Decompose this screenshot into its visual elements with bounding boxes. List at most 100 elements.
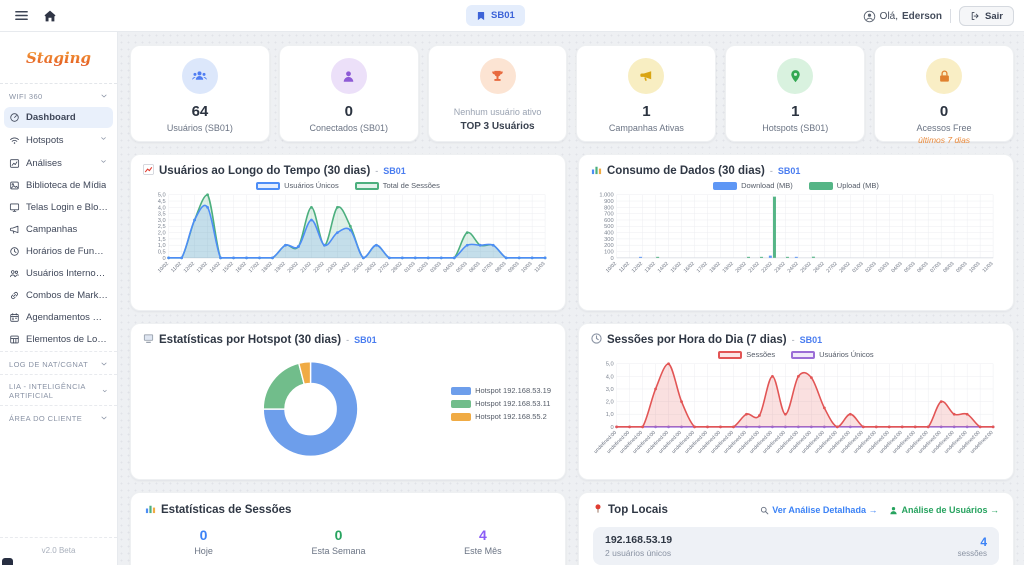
donut-chart: [262, 361, 359, 458]
svg-text:16/02: 16/02: [235, 261, 248, 274]
donut-legend: Hotspot 192.168.53.19 Hotspot 192.168.53.…: [451, 386, 551, 421]
legend-swatch: [256, 181, 281, 190]
legend-item[interactable]: Hotspot 192.168.53.11: [451, 399, 551, 408]
svg-text:23/02: 23/02: [326, 261, 339, 274]
legend-swatch: [451, 399, 472, 408]
sidebar-item-usu-rios-internos-eventos[interactable]: Usuários Internos / Eventos: [4, 263, 113, 284]
svg-text:12/02: 12/02: [631, 261, 644, 274]
legend-item[interactable]: Usuários Únicos: [791, 350, 874, 359]
sidebar-item-campanhas[interactable]: Campanhas: [4, 219, 113, 240]
svg-text:3,5: 3,5: [158, 212, 166, 218]
greeting-text: Olá,: [879, 10, 899, 22]
home-icon[interactable]: [43, 8, 58, 23]
sidebar-item-hor-rios-de-funcionamento[interactable]: Horários de Funcionamento: [4, 241, 113, 262]
svg-text:2,0: 2,0: [158, 231, 166, 237]
svg-text:02/03: 02/03: [416, 261, 429, 274]
chart-suffix[interactable]: SB01: [383, 166, 406, 176]
chart-suffix[interactable]: SB01: [354, 335, 377, 345]
svg-text:20/02: 20/02: [735, 261, 748, 274]
chart-title: Consumo de Dados (30 dias): [607, 165, 765, 177]
sidebar-item-biblioteca-de-m-dia[interactable]: Biblioteca de Mídia: [4, 175, 113, 196]
svg-text:24/02: 24/02: [339, 261, 352, 274]
svg-text:13/02: 13/02: [196, 261, 209, 274]
sidebar-item-hotspots[interactable]: Hotspots: [4, 129, 113, 151]
app-version: v2.0 Beta: [0, 537, 117, 565]
svg-text:04/03: 04/03: [442, 261, 455, 274]
stat-value: 1: [642, 103, 651, 120]
svg-text:20/02: 20/02: [287, 261, 300, 274]
svg-text:27/02: 27/02: [825, 261, 838, 274]
chart-suffix[interactable]: SB01: [799, 335, 823, 345]
stat-card-usu-rios-sb01: 64 Usuários (SB01): [130, 45, 270, 142]
svg-text:10/02: 10/02: [605, 261, 618, 274]
sidebar-group-wifi360[interactable]: WIFI 360: [0, 84, 117, 106]
chevron-down-icon: [101, 94, 107, 98]
site-badge[interactable]: SB01: [466, 5, 525, 26]
link-ver-analise-detalhada[interactable]: Ver Análise Detalhada →: [760, 505, 877, 515]
menu-icon[interactable]: [14, 8, 29, 23]
host-sub: 2 usuários únicos: [605, 548, 672, 558]
session-stat-label: Este Mês: [464, 546, 502, 556]
session-stat-value: 0: [334, 527, 343, 543]
users-group-icon: [181, 58, 218, 94]
svg-text:01/03: 01/03: [851, 261, 864, 274]
chevron-down-icon: [103, 389, 108, 393]
legend-item[interactable]: Usuários Únicos: [256, 181, 339, 190]
legend-item[interactable]: Hotspot 192.168.55.2: [451, 412, 551, 421]
sidebar-item-label: Usuários Internos / Eventos: [26, 268, 108, 279]
svg-text:21/02: 21/02: [300, 261, 313, 274]
sidebar-section-log-de-nat-cgnat[interactable]: LOG DE NAT/CGNAT: [0, 351, 117, 374]
sidebar-item-elementos-de-login[interactable]: Elementos de Login: [4, 329, 113, 350]
logout-button[interactable]: Sair: [959, 6, 1014, 26]
svg-text:12/02: 12/02: [183, 261, 196, 274]
sidebar-item-dashboard[interactable]: Dashboard: [4, 107, 113, 128]
svg-text:07/03: 07/03: [929, 261, 942, 274]
stat-card-campanhas-ativas: 1 Campanhas Ativas: [576, 45, 717, 142]
sidebar-item-label: Hotspots: [26, 134, 64, 146]
grid-icon: [10, 335, 19, 344]
sidebar-item-combos-de-marketing[interactable]: Combos de Marketing: [4, 285, 113, 306]
session-stat-value: 0: [199, 527, 208, 543]
svg-text:14/02: 14/02: [209, 261, 222, 274]
svg-text:26/02: 26/02: [812, 261, 825, 274]
link-analise-de-usuarios[interactable]: Análise de Usuários →: [889, 505, 999, 515]
session-count: 4: [980, 534, 987, 549]
calendar-icon: [10, 313, 19, 322]
svg-text:10/03: 10/03: [520, 261, 533, 274]
session-stat-label: Esta Semana: [311, 546, 366, 556]
clock-icon: [10, 247, 19, 256]
legend-item[interactable]: Total de Sessões: [354, 181, 440, 190]
svg-text:23/02: 23/02: [774, 261, 787, 274]
donut-slice-1: [262, 362, 306, 410]
person-circle-icon: [863, 10, 875, 22]
sidebar-section-lia-intelig-ncia-artificial[interactable]: LIA - INTELIGÊNCIA ARTIFICIAL: [0, 374, 117, 405]
stat-card-conectados-sb01: 0 Conectados (SB01): [278, 45, 419, 142]
sidebar-item-an-lises[interactable]: Análises: [4, 152, 113, 174]
legend-item[interactable]: Sessões: [718, 350, 775, 359]
legend-item[interactable]: Hotspot 192.168.53.19: [451, 386, 551, 395]
sidebar-item-agendamentos-personaliza[interactable]: Agendamentos Personaliza...: [4, 307, 113, 328]
svg-text:24/02: 24/02: [787, 261, 800, 274]
floating-widget-cutoff[interactable]: [2, 558, 13, 565]
svg-text:11/03: 11/03: [982, 261, 995, 274]
svg-text:01/03: 01/03: [403, 261, 416, 274]
svg-text:13/02: 13/02: [644, 261, 657, 274]
stat-label: Hotspots (SB01): [762, 123, 829, 133]
chart-suffix[interactable]: SB01: [777, 166, 801, 176]
sidebar-item-telas-login-e-bloqueio[interactable]: Telas Login e Bloqueio: [4, 197, 113, 218]
sidebar-section-rea-do-cliente[interactable]: ÁREA DO CLIENTE: [0, 405, 117, 428]
legend-item[interactable]: Upload (MB): [808, 181, 879, 190]
session-stats-row: 0 Hoje 0 Esta Semana 4 Este Mês: [145, 527, 551, 556]
svg-text:27/02: 27/02: [377, 261, 390, 274]
line-chart: 5,0 4,0 3,0 2,0 1,0 0undefined:00undefined:00…: [593, 362, 995, 455]
stat-label: Usuários (SB01): [166, 123, 233, 133]
svg-text:4,0: 4,0: [606, 374, 614, 380]
svg-text:11/02: 11/02: [618, 261, 631, 274]
series-download-mb-: [639, 255, 798, 258]
svg-text:5,0: 5,0: [158, 193, 166, 199]
donut-slice-2: [297, 361, 312, 386]
session-stat-hoje: 0 Hoje: [194, 527, 213, 556]
svg-text:28/02: 28/02: [838, 261, 851, 274]
legend-item[interactable]: Download (MB): [713, 181, 793, 190]
user-name: Ederson: [902, 10, 943, 22]
